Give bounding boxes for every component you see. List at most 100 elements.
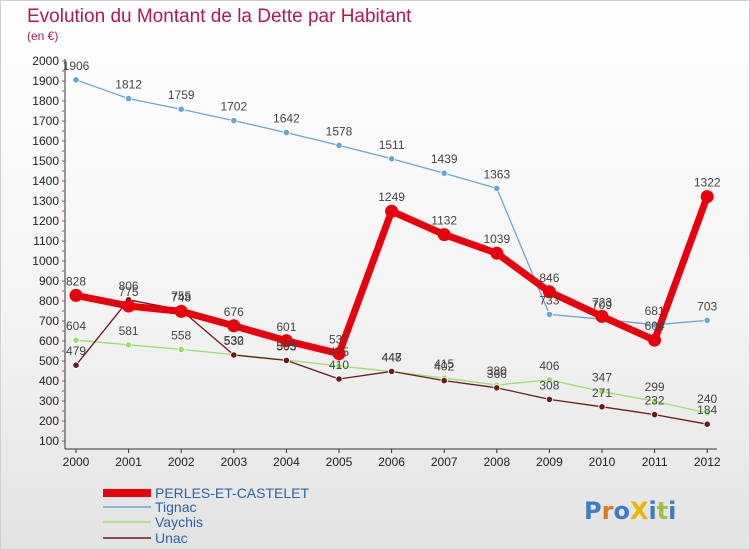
data-label-vaychis: 380: [487, 364, 507, 378]
data-point-perles-et-castelet: [174, 304, 188, 318]
data-label-unac: 402: [434, 360, 454, 374]
data-point-unac: [493, 384, 501, 392]
data-label-unac: 232: [645, 394, 665, 408]
data-label-tignac: 1439: [431, 152, 458, 166]
proxiti-logo: ProXiti: [584, 497, 676, 525]
data-label-vaychis: 406: [539, 359, 559, 373]
data-label-unac: 479: [66, 344, 86, 358]
data-label-unac: 410: [329, 358, 349, 372]
data-label-perles-et-castelet: 601: [276, 320, 296, 334]
y-tick-label: 1500: [32, 154, 59, 168]
y-tick-label: 1600: [32, 134, 59, 148]
data-point-tignac: [493, 184, 501, 192]
data-label-perles-et-castelet: 1249: [378, 190, 405, 204]
x-tick-label: 2004: [273, 455, 300, 469]
y-tick-label: 600: [39, 334, 59, 348]
data-label-perles-et-castelet: 748: [171, 290, 191, 304]
x-tick-label: 2001: [115, 455, 142, 469]
data-label-perles-et-castelet: 604: [645, 319, 665, 333]
data-label-unac: 503: [276, 339, 296, 353]
data-label-tignac: 709: [592, 298, 612, 312]
chart-unit-label: (en €): [27, 29, 59, 43]
data-point-perles-et-castelet: [437, 228, 451, 242]
legend-label-vaychis: Vaychis: [155, 514, 203, 530]
data-label-unac: 530: [224, 334, 244, 348]
data-point-perles-et-castelet: [385, 204, 399, 218]
x-tick-label: 2012: [694, 455, 721, 469]
y-tick-label: 200: [39, 414, 59, 428]
data-label-unac: 184: [697, 403, 717, 417]
y-tick-label: 1400: [32, 174, 59, 188]
y-tick-label: 1100: [33, 234, 59, 248]
proxiti-logo-text: ProXiti: [584, 497, 676, 525]
y-tick-label: 1300: [32, 194, 59, 208]
data-label-vaychis: 604: [66, 319, 86, 333]
data-label-perles-et-castelet: 1039: [483, 232, 510, 246]
data-label-perles-et-castelet: 537: [329, 333, 349, 347]
data-label-vaychis: 299: [645, 380, 665, 394]
x-tick-label: 2006: [378, 455, 405, 469]
x-tick-label: 2008: [483, 455, 510, 469]
y-tick-label: 1200: [32, 214, 59, 228]
data-point-unac: [703, 420, 711, 428]
x-tick-label: 2010: [589, 455, 616, 469]
data-label-tignac: 681: [645, 304, 665, 318]
data-point-perles-et-castelet: [122, 299, 136, 313]
axes: 100 200 300 400 500 600 700 800 900 1000 1100 1200 1…: [32, 54, 721, 469]
data-label-perles-et-castelet: 828: [66, 274, 86, 288]
y-tick-label: 800: [39, 294, 59, 308]
data-point-vaychis: [703, 409, 711, 417]
data-label-tignac: 1906: [63, 59, 90, 73]
x-tick-label: 2003: [220, 455, 247, 469]
data-point-vaychis: [72, 336, 80, 344]
data-point-perles-et-castelet: [542, 285, 556, 299]
x-tick-label: 2011: [642, 455, 668, 469]
data-point-unac: [650, 410, 659, 419]
data-point-vaychis: [177, 345, 185, 353]
data-point-unac: [230, 351, 238, 359]
data-label-tignac: 1702: [220, 100, 247, 114]
data-label-tignac: 733: [539, 293, 559, 307]
data-label-unac: 806: [119, 279, 139, 293]
legend-label-perles-et-castelet: PERLES-ET-CASTELET: [155, 485, 309, 501]
data-label-perles-et-castelet: 846: [539, 271, 559, 285]
data-point-perles-et-castelet: [227, 319, 241, 333]
legend-label-unac: Unac: [155, 530, 188, 546]
data-point-tignac: [125, 95, 133, 103]
data-label-unac: 755: [171, 289, 191, 303]
data-point-perles-et-castelet: [700, 190, 714, 204]
data-label-vaychis: 447: [382, 351, 402, 365]
data-point-unac: [335, 375, 343, 383]
data-label-perles-et-castelet: 676: [224, 305, 244, 319]
data-point-perles-et-castelet: [595, 309, 609, 323]
data-label-unac: 366: [487, 367, 507, 381]
data-point-perles-et-castelet: [279, 334, 293, 348]
data-point-unac: [598, 403, 606, 411]
y-tick-label: 2000: [32, 54, 59, 68]
x-tick-label: 2007: [431, 455, 458, 469]
data-point-tignac: [282, 129, 290, 137]
data-label-vaychis: 505: [276, 339, 296, 353]
data-point-vaychis: [125, 341, 133, 349]
data-point-perles-et-castelet: [332, 347, 346, 361]
data-label-vaychis: 240: [697, 392, 717, 406]
data-label-unac: 271: [592, 386, 612, 400]
data-point-tignac: [545, 310, 554, 318]
data-point-perles-et-castelet: [69, 288, 83, 302]
data-point-vaychis: [335, 362, 343, 370]
data-label-unac: 448: [382, 350, 402, 364]
data-label-vaychis: 558: [171, 328, 191, 342]
y-tick-label: 1700: [32, 114, 59, 128]
data-label-vaychis: 532: [224, 334, 244, 348]
data-label-perles-et-castelet: 1322: [694, 176, 721, 190]
data-point-unac: [282, 356, 290, 364]
data-point-tignac: [230, 117, 238, 125]
data-point-tignac: [177, 105, 185, 113]
data-label-perles-et-castelet: 1132: [431, 214, 457, 228]
value-labels: 1906 1812 1759 1702 1642 1578 1511 1439 1363 733 7…: [63, 59, 721, 417]
data-point-tignac: [387, 155, 396, 163]
data-point-tignac: [703, 316, 711, 324]
y-tick-label: 1000: [32, 254, 59, 268]
